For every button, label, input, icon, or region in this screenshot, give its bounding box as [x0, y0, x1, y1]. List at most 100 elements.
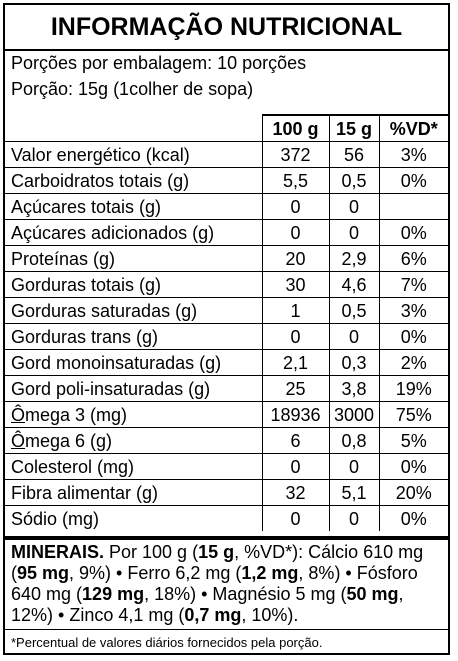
minerals-text: , 10%). — [241, 605, 299, 625]
table-row: Ômega 6 (g) 6 0,8 5% — [5, 427, 448, 454]
nutrient-name: Valor energético (kcal) — [5, 141, 263, 168]
nutrient-name: Proteínas (g) — [5, 245, 263, 272]
nutrient-name: Açúcares totais (g) — [5, 193, 263, 220]
value-100g: 2,1 — [261, 349, 330, 376]
footnote: *Percentual de valores diários fornecido… — [11, 635, 323, 650]
nutrient-name: Sódio (mg) — [5, 505, 263, 531]
header-blank — [5, 115, 263, 142]
value-vd: 20% — [378, 479, 448, 506]
table-row: Valor energético (kcal) 372 56 3% — [5, 141, 448, 168]
value-15g: 4,6 — [328, 271, 380, 298]
table-row: Colesterol (mg) 0 0 0% — [5, 453, 448, 480]
header-vd: %VD* — [378, 114, 448, 142]
nutrient-name: Gorduras saturadas (g) — [5, 297, 263, 324]
value-100g: 0 — [261, 505, 330, 531]
value-100g: 20 — [261, 245, 330, 272]
value-100g: 5,5 — [261, 167, 330, 194]
value-15g: 0,5 — [328, 167, 380, 194]
nutrient-name: Fibra alimentar (g) — [5, 479, 263, 506]
servings-per-package: Porções por embalagem: 10 porções — [11, 53, 307, 73]
minerals-bold: 1,2 mg — [241, 563, 299, 583]
header-15g: 15 g — [328, 114, 380, 142]
minerals-text: , 18%) • Magnésio 5 mg ( — [144, 584, 347, 604]
omega-rest: mega 3 (mg) — [25, 404, 128, 425]
table-row: Açúcares totais (g) 0 0 — [5, 193, 448, 220]
value-15g: 0,3 — [328, 349, 380, 376]
nutrient-name: Açúcares adicionados (g) — [5, 219, 263, 246]
nutrient-name: Gord monoinsaturadas (g) — [5, 349, 263, 376]
minerals-text: , 9%) • Ferro 6,2 mg ( — [69, 563, 242, 583]
value-vd: 5% — [378, 427, 448, 454]
nutrient-name: Gorduras totais (g) — [5, 271, 263, 298]
nutrient-name: Colesterol (mg) — [5, 453, 263, 480]
value-100g: 0 — [261, 193, 330, 220]
value-15g: 5,1 — [328, 479, 380, 506]
value-100g: 0 — [261, 323, 330, 350]
value-100g: 0 — [261, 219, 330, 246]
table-row: Proteínas (g) 20 2,9 6% — [5, 245, 448, 272]
nutrition-table: 100 g 15 g %VD* Valor energético (kcal) 3… — [5, 114, 448, 531]
minerals-bold: 50 mg — [346, 584, 399, 604]
value-100g: 372 — [261, 141, 330, 168]
value-100g: 30 — [261, 271, 330, 298]
value-15g: 3000 — [328, 401, 380, 428]
value-vd: 0% — [378, 219, 448, 246]
value-vd: 0% — [378, 453, 448, 480]
table-header-row: 100 g 15 g %VD* — [5, 114, 448, 142]
value-100g: 1 — [261, 297, 330, 324]
table-row: Carboidratos totais (g) 5,5 0,5 0% — [5, 167, 448, 194]
value-100g: 25 — [261, 375, 330, 402]
minerals-bold: 15 g — [198, 542, 235, 562]
value-15g: 0,8 — [328, 427, 380, 454]
nutrient-name: Ômega 3 (mg) — [5, 401, 263, 428]
minerals-heading: MINERAIS. — [11, 542, 105, 562]
minerals-bold: 0,7 mg — [184, 605, 242, 625]
nutrient-name: Carboidratos totais (g) — [5, 167, 263, 194]
value-vd — [378, 193, 448, 220]
value-100g: 6 — [261, 427, 330, 454]
table-row: Gorduras trans (g) 0 0 0% — [5, 323, 448, 350]
value-15g: 0 — [328, 323, 380, 350]
table-row: Ômega 3 (mg) 18936 3000 75% — [5, 401, 448, 428]
value-vd: 19% — [378, 375, 448, 402]
divider — [5, 49, 448, 51]
value-vd: 0% — [378, 323, 448, 350]
value-vd: 3% — [378, 141, 448, 168]
value-100g: 0 — [261, 453, 330, 480]
header-100g: 100 g — [261, 114, 330, 142]
minerals-bold: 129 mg — [82, 584, 145, 604]
nutrient-name: Gord poli-insaturadas (g) — [5, 375, 263, 402]
value-15g: 0 — [328, 193, 380, 220]
value-vd: 0% — [378, 167, 448, 194]
value-100g: 32 — [261, 479, 330, 506]
omega-initial: Ô — [11, 404, 26, 425]
table-row: Gord monoinsaturadas (g) 2,1 0,3 2% — [5, 349, 448, 376]
nutrient-name: Ômega 6 (g) — [5, 427, 263, 454]
omega-initial: Ô — [11, 430, 26, 451]
minerals-bold: 95 mg — [17, 563, 70, 583]
serving-size: Porção: 15g (1colher de sopa) — [11, 79, 254, 99]
nutrition-label: INFORMAÇÃO NUTRICIONAL Porções por embal… — [3, 3, 450, 655]
divider — [5, 536, 448, 540]
value-15g: 2,9 — [328, 245, 380, 272]
table-row: Fibra alimentar (g) 32 5,1 20% — [5, 479, 448, 506]
value-vd: 7% — [378, 271, 448, 298]
value-15g: 56 — [328, 141, 380, 168]
table-row: Açúcares adicionados (g) 0 0 0% — [5, 219, 448, 246]
minerals-section: MINERAIS. Por 100 g (15 g, %VD*): Cálcio… — [11, 542, 443, 626]
minerals-text: , 12%) • Zinco 4,1 mg ( — [11, 584, 404, 625]
value-15g: 0,5 — [328, 297, 380, 324]
value-15g: 0 — [328, 219, 380, 246]
value-15g: 0 — [328, 505, 380, 531]
value-vd: 6% — [378, 245, 448, 272]
value-vd: 75% — [378, 401, 448, 428]
value-vd: 0% — [378, 505, 448, 531]
table-row: Sódio (mg) 0 0 0% — [5, 505, 448, 531]
value-vd: 2% — [378, 349, 448, 376]
minerals-text: , 8%) • Fósforo 640 mg ( — [11, 563, 418, 604]
divider — [5, 629, 448, 630]
label-title: INFORMAÇÃO NUTRICIONAL — [50, 13, 403, 41]
value-15g: 3,8 — [328, 375, 380, 402]
value-100g: 18936 — [261, 401, 330, 428]
table-row: Gorduras saturadas (g) 1 0,5 3% — [5, 297, 448, 324]
